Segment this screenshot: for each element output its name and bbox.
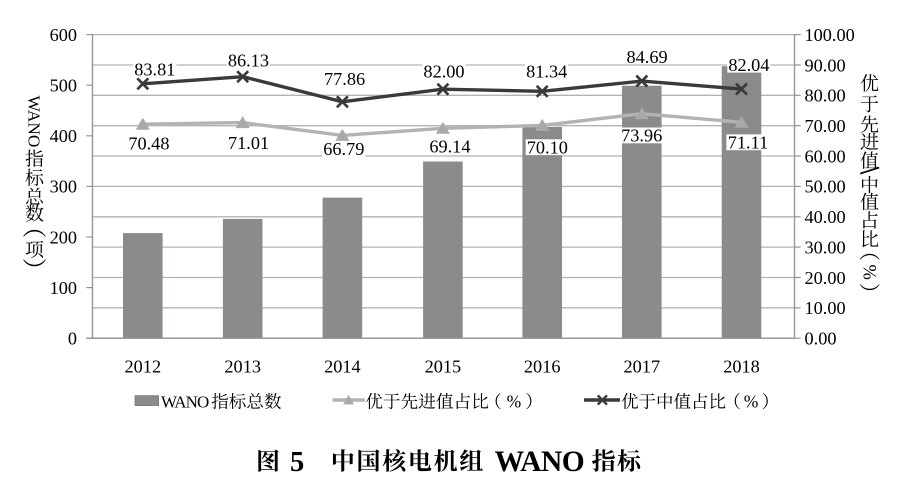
svg-text:82.00: 82.00 — [423, 62, 464, 82]
svg-text:73.96: 73.96 — [621, 126, 662, 146]
svg-text:400: 400 — [50, 126, 77, 146]
svg-text:0: 0 — [68, 329, 77, 349]
svg-text:40.00: 40.00 — [805, 207, 846, 227]
svg-text:50.00: 50.00 — [805, 177, 846, 197]
svg-text:84.69: 84.69 — [627, 47, 668, 67]
svg-text:300: 300 — [50, 177, 77, 197]
svg-text:69.14: 69.14 — [429, 136, 470, 156]
svg-text:81.34: 81.34 — [526, 62, 567, 82]
svg-text:WANO: WANO — [495, 446, 585, 478]
svg-text:%: % — [858, 265, 878, 280]
svg-text:WANO: WANO — [25, 96, 44, 148]
svg-text:20.00: 20.00 — [805, 268, 846, 288]
svg-text:600: 600 — [50, 25, 77, 45]
svg-text:66.79: 66.79 — [323, 139, 364, 159]
svg-text:2014: 2014 — [324, 357, 361, 377]
svg-text:WANO: WANO — [161, 392, 209, 411]
svg-text:70.10: 70.10 — [527, 137, 568, 157]
svg-text:2016: 2016 — [524, 357, 561, 377]
svg-text:70.48: 70.48 — [128, 134, 169, 154]
svg-text:200: 200 — [50, 227, 77, 247]
svg-text:%: % — [507, 391, 522, 411]
svg-text:2018: 2018 — [723, 357, 760, 377]
svg-text:70.00: 70.00 — [805, 116, 846, 136]
svg-text:86.13: 86.13 — [228, 51, 269, 71]
svg-text:2013: 2013 — [224, 357, 261, 377]
svg-text:82.04: 82.04 — [728, 55, 769, 75]
svg-text:10.00: 10.00 — [805, 298, 846, 318]
svg-text:71.01: 71.01 — [228, 133, 269, 153]
svg-text:2017: 2017 — [624, 357, 661, 377]
svg-text:%: % — [744, 391, 759, 411]
svg-text:83.81: 83.81 — [134, 60, 175, 80]
svg-text:5: 5 — [290, 447, 304, 478]
svg-text:100.00: 100.00 — [805, 25, 855, 45]
svg-text:90.00: 90.00 — [805, 55, 846, 75]
svg-text:60.00: 60.00 — [805, 146, 846, 166]
svg-text:500: 500 — [50, 76, 77, 96]
svg-text:80.00: 80.00 — [805, 86, 846, 106]
svg-text:100: 100 — [50, 278, 77, 298]
svg-text:2015: 2015 — [425, 357, 462, 377]
svg-text:71.11: 71.11 — [728, 133, 768, 153]
svg-text:30.00: 30.00 — [805, 237, 846, 257]
svg-text:0.00: 0.00 — [805, 329, 837, 349]
svg-text:77.86: 77.86 — [324, 69, 365, 89]
svg-text:2012: 2012 — [125, 357, 162, 377]
